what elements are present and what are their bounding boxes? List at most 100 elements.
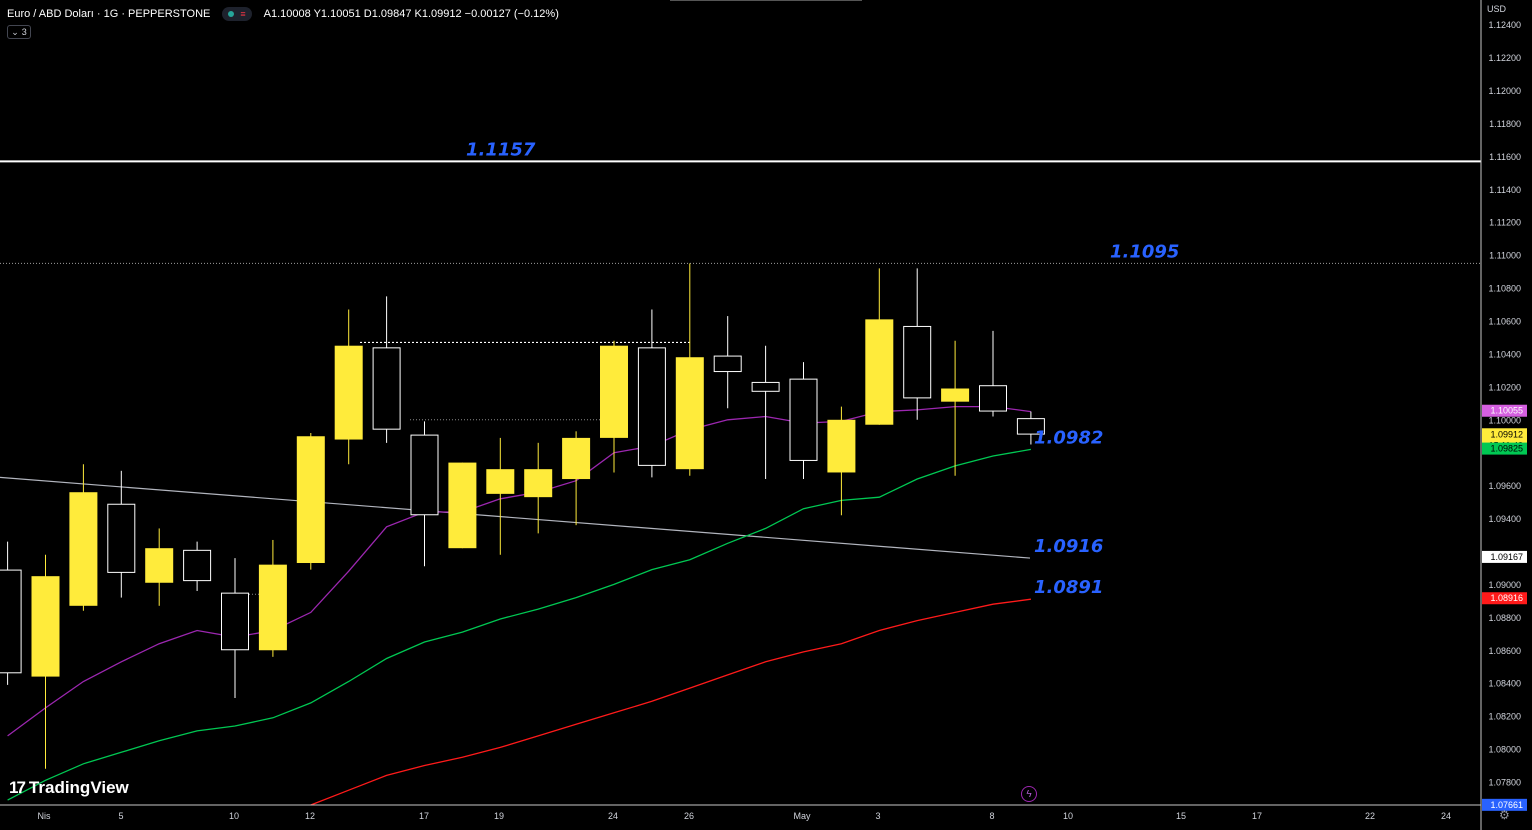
time-tick-label: 26: [684, 811, 694, 821]
candle-body-bull[interactable]: [258, 564, 287, 651]
price-tick-label: 1.10400: [1488, 349, 1521, 359]
price-tick-label: 1.10600: [1488, 317, 1521, 327]
candle-body-bull[interactable]: [296, 436, 325, 564]
price-tick-label: 1.10000: [1488, 415, 1521, 425]
price-tag[interactable]: [1482, 442, 1527, 455]
price-annotation-1.0891: 1.0891: [1034, 577, 1103, 598]
time-tick-label: 24: [1441, 811, 1451, 821]
price-tick-label: 1.10800: [1488, 284, 1521, 294]
currency-label[interactable]: USD: [1487, 4, 1507, 14]
candle-body-bull[interactable]: [675, 357, 704, 470]
time-tick-label: 10: [229, 811, 239, 821]
price-tag[interactable]: [1482, 798, 1527, 811]
indicators-count: 3: [21, 27, 27, 37]
time-tick-label: 22: [1365, 811, 1375, 821]
moving-average-purple[interactable]: [7, 405, 1031, 737]
time-tick-label: 19: [494, 811, 504, 821]
candle-body-bear[interactable]: [107, 503, 136, 573]
price-tick-label: 1.11600: [1489, 152, 1521, 162]
flag-icon: ≡: [240, 9, 246, 19]
candle-body-bear[interactable]: [751, 381, 780, 392]
chart-header: Euro / ABD Doları · 1G · PEPPERSTONE ≡ A…: [7, 6, 559, 22]
candle-body-bull[interactable]: [562, 437, 591, 480]
gear-icon[interactable]: ⚙: [1499, 808, 1510, 822]
price-annotation-1.1157: 1.1157: [466, 139, 536, 160]
price-tick-label: 1.08600: [1488, 646, 1521, 656]
status-pill[interactable]: ≡: [222, 7, 252, 21]
candle-body-bear[interactable]: [637, 347, 666, 466]
candle-body-bear[interactable]: [221, 592, 249, 651]
candle-body-bull[interactable]: [69, 492, 98, 606]
price-tick-label: 1.08000: [1488, 745, 1521, 755]
trend-line[interactable]: [0, 476, 1031, 559]
time-tick-label: 24: [608, 811, 618, 821]
price-tag-label: 1.09912: [1490, 429, 1523, 439]
price-tag[interactable]: [1482, 550, 1527, 563]
tradingview-logo-icon: 17: [9, 778, 26, 797]
price-tag-label: 1.10055: [1490, 406, 1523, 416]
price-tick-label: 1.10200: [1488, 382, 1521, 392]
candle-body-bull[interactable]: [865, 319, 894, 425]
moving-average-red[interactable]: [310, 598, 1031, 806]
price-tick-label: 1.11200: [1489, 218, 1521, 228]
chevron-down-icon: ⌄: [11, 26, 19, 37]
price-tag-label: 1.08916: [1490, 593, 1523, 603]
candle-body-bear[interactable]: [372, 347, 401, 430]
price-tick-label: 1.11400: [1489, 185, 1521, 195]
price-tick-label: 1.08800: [1488, 613, 1521, 623]
symbol-title[interactable]: Euro / ABD Doları · 1G · PEPPERSTONE: [7, 8, 211, 20]
candle-body-bear[interactable]: [0, 569, 22, 674]
indicators-collapse-button[interactable]: ⌄ 3: [7, 25, 31, 39]
price-tag-label: 1.07661: [1490, 800, 1523, 810]
tradingview-logo[interactable]: 17 TradingView: [9, 778, 129, 798]
price-tick-label: 1.08200: [1488, 712, 1521, 722]
price-tick-label: 1.09000: [1488, 580, 1521, 590]
price-tick-label: 1.11000: [1489, 251, 1521, 261]
candle-body-bear[interactable]: [979, 385, 1007, 412]
time-tick-label: May: [793, 811, 811, 821]
price-tick-label: 1.08400: [1488, 679, 1521, 689]
ohlc-values: A1.10008 Y1.10051 D1.09847 K1.09912 −0.0…: [263, 8, 559, 20]
candle-body-bear[interactable]: [903, 325, 932, 399]
time-tick-label: 17: [1252, 811, 1262, 821]
price-annotation-1.0982: 1.0982: [1034, 427, 1103, 448]
candle-body-bear[interactable]: [789, 378, 818, 461]
candle-body-bull[interactable]: [827, 419, 856, 473]
price-tag-label: 1.09167: [1490, 552, 1523, 562]
price-tick-label: 1.07800: [1488, 777, 1521, 787]
candle-body-bull[interactable]: [31, 576, 60, 677]
price-tick-label: 1.12200: [1488, 53, 1521, 63]
candle-body-bull[interactable]: [145, 548, 174, 583]
time-tick-label: 17: [419, 811, 429, 821]
candle-body-bear[interactable]: [410, 434, 439, 516]
candle-body-bull[interactable]: [334, 345, 363, 440]
candle-body-bull[interactable]: [941, 388, 970, 402]
time-tick-label: 3: [875, 811, 880, 821]
candle-body-bear[interactable]: [1016, 418, 1045, 435]
logo-text: TradingView: [28, 778, 129, 797]
candle-body-bear[interactable]: [713, 355, 742, 373]
price-tick-label: 1.09600: [1488, 481, 1521, 491]
price-tick-label: 1.11800: [1489, 119, 1521, 129]
candle-body-bull[interactable]: [448, 462, 477, 549]
price-tick-label: 1.09400: [1488, 514, 1521, 524]
time-tick-label: 12: [305, 811, 315, 821]
candle-body-bull[interactable]: [486, 469, 515, 494]
price-tag[interactable]: [1482, 404, 1527, 417]
price-tick-label: 1.12000: [1488, 86, 1521, 96]
price-tag[interactable]: [1482, 592, 1527, 605]
price-tick-label: 1.12400: [1488, 20, 1521, 30]
time-tick-label: 8: [989, 811, 994, 821]
lightning-bolt-icon[interactable]: ϟ: [1021, 786, 1037, 802]
price-annotation-1.1095: 1.1095: [1110, 241, 1179, 262]
price-annotation-1.0916: 1.0916: [1034, 536, 1103, 557]
candle-body-bull[interactable]: [524, 469, 553, 498]
moving-average-green[interactable]: [7, 448, 1032, 801]
candle-body-bull[interactable]: [600, 345, 628, 438]
green-dot-icon: [228, 11, 235, 17]
time-tick-label: Nis: [38, 811, 51, 821]
candle-body-bear[interactable]: [183, 549, 212, 582]
time-tick-label: 5: [118, 811, 123, 821]
price-tag-label: 1.09825: [1490, 444, 1523, 454]
